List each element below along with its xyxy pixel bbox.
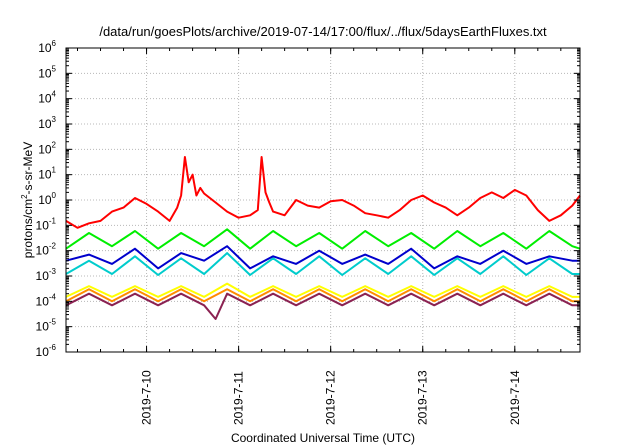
- y-tick-exponent: 3: [52, 115, 57, 124]
- series-line: [65, 252, 580, 276]
- y-tick-base: 10: [36, 294, 50, 308]
- y-tick-label: 100: [38, 191, 56, 207]
- chart-title: /data/run/goesPlots/archive/2019-07-14/1…: [99, 24, 547, 39]
- x-tick-label: 2019-7-12: [324, 370, 338, 425]
- y-axis-label-main: protons/cm: [21, 199, 35, 258]
- y-axis-label: protons/cm2-s-sr-MeV: [20, 142, 35, 258]
- y-tick-base: 10: [38, 142, 52, 156]
- y-tick-base: 10: [36, 269, 50, 283]
- y-tick-label: 101: [38, 166, 56, 182]
- grid-layer: [66, 48, 580, 352]
- y-tick-label: 10-6: [36, 343, 57, 359]
- y-tick-label: 103: [38, 115, 56, 131]
- y-tick-base: 10: [36, 320, 50, 334]
- y-tick-exponent: 6: [52, 39, 57, 48]
- y-tick-base: 10: [38, 66, 52, 80]
- y-tick-exponent: -6: [49, 343, 57, 352]
- y-tick-exponent: 5: [52, 64, 57, 73]
- series-line: [65, 288, 580, 303]
- plot-frame: [65, 47, 581, 353]
- series-layer: [65, 156, 581, 320]
- y-tick-label: 10-1: [36, 216, 57, 232]
- y-tick-exponent: 2: [52, 140, 57, 149]
- y-tick-base: 10: [38, 41, 52, 55]
- y-tick-exponent: 4: [52, 90, 57, 99]
- y-tick-label: 105: [38, 64, 56, 80]
- y-tick-exponent: -4: [49, 292, 57, 301]
- y-tick-base: 10: [36, 218, 50, 232]
- y-tick-base: 10: [36, 345, 50, 359]
- y-tick-exponent: -1: [49, 216, 57, 225]
- y-tick-label: 10-4: [36, 292, 57, 308]
- x-tick-label: 2019-7-10: [140, 370, 154, 425]
- y-tick-base: 10: [38, 92, 52, 106]
- axis-layer: 10-610-510-410-310-210-11001011021031041…: [36, 39, 580, 425]
- y-tick-base: 10: [38, 168, 52, 182]
- y-tick-label: 10-5: [36, 318, 57, 334]
- y-tick-exponent: -3: [49, 267, 57, 276]
- y-tick-exponent: -5: [49, 318, 57, 327]
- y-tick-label: 104: [38, 90, 56, 106]
- series-line: [65, 245, 580, 270]
- y-axis-label-sup: 2: [20, 194, 29, 199]
- series-line: [65, 228, 581, 250]
- x-tick-label: 2019-7-11: [232, 371, 246, 425]
- series-line: [65, 156, 581, 229]
- y-tick-exponent: 0: [52, 191, 57, 200]
- x-axis-label: Coordinated Universal Time (UTC): [231, 431, 415, 445]
- x-tick-label: 2019-7-13: [416, 370, 430, 425]
- y-tick-base: 10: [38, 117, 52, 131]
- y-tick-label: 106: [38, 39, 56, 55]
- y-tick-exponent: 1: [52, 166, 57, 175]
- series-line: [65, 282, 580, 298]
- y-tick-label: 10-2: [36, 242, 57, 258]
- y-tick-label: 10-3: [36, 267, 57, 283]
- y-tick-base: 10: [36, 244, 50, 258]
- x-tick-label: 2019-7-14: [508, 370, 522, 425]
- y-axis-label-rest: -s-sr-MeV: [21, 142, 35, 195]
- series-line: [65, 292, 580, 320]
- y-tick-base: 10: [38, 193, 52, 207]
- y-tick-label: 102: [38, 140, 56, 156]
- y-tick-exponent: -2: [49, 242, 57, 251]
